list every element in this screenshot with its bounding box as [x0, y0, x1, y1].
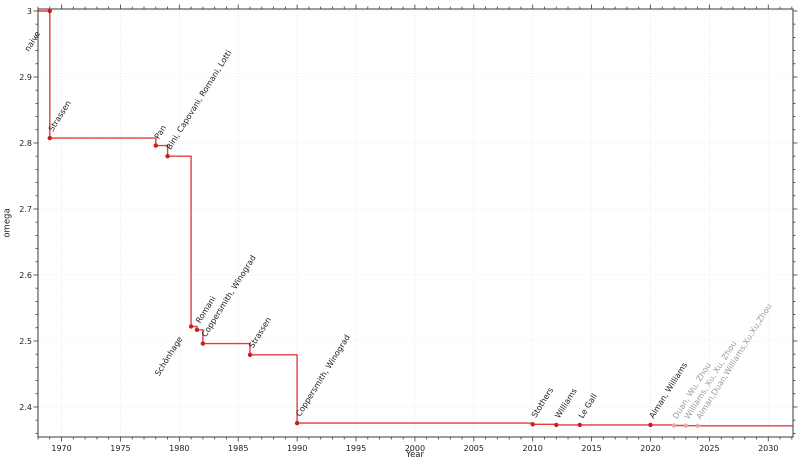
point-label: Coppersmith, Winograd [294, 333, 352, 418]
x-tick-label: 1970 [51, 444, 71, 453]
data-point-marker [648, 422, 653, 428]
y-tick-label: 2.6 [19, 271, 32, 280]
plot-border [37, 8, 794, 438]
point-label: Strassen [247, 316, 273, 350]
y-tick-label: 2.5 [19, 337, 32, 346]
point-label: Strassen [47, 99, 73, 133]
x-tick-label: 1990 [287, 444, 307, 453]
data-point-marker [577, 422, 582, 428]
point-label: Williams [553, 387, 578, 420]
data-point-marker [194, 327, 200, 332]
y-tick-label: 2.9 [19, 73, 32, 82]
x-tick-label: 2025 [699, 444, 719, 453]
data-point-marker [47, 8, 52, 14]
data-point-marker [671, 423, 677, 428]
marker-layer [47, 8, 700, 428]
point-label: naive [23, 30, 42, 53]
point-label: Le Gall [577, 392, 599, 420]
data-point-marker [554, 422, 559, 428]
x-tick-label: 1980 [169, 444, 189, 453]
y-tick-label: 3 [27, 7, 32, 16]
data-point-marker [188, 324, 194, 329]
x-tick-label: 2030 [758, 444, 778, 453]
tick-label-layer: 1970 1975 1980 1985 1990 1995 2000 2005 2010 2015… [19, 7, 778, 453]
data-point-marker [695, 423, 700, 428]
point-label: Pan [153, 124, 168, 141]
x-tick-label: 1995 [346, 444, 366, 453]
data-point-marker [530, 422, 535, 427]
tick-layer [33, 4, 798, 442]
x-tick-label: 1975 [110, 444, 130, 453]
data-point-marker [153, 143, 158, 148]
x-tick-label: 2015 [581, 444, 601, 453]
point-label: Alman,Duan,Williams,Xu,Xu,Zhou [695, 302, 774, 421]
grid-layer [38, 9, 793, 437]
data-point-marker [294, 420, 300, 426]
data-point-marker [247, 352, 253, 357]
y-tick-label: 2.7 [19, 205, 32, 214]
data-point-marker [200, 341, 206, 346]
x-tick-label: 1985 [228, 444, 248, 453]
data-point-marker [683, 423, 688, 428]
x-tick-label: 2000 [405, 444, 425, 453]
point-label: Stothers [530, 386, 555, 419]
data-point-marker [47, 135, 52, 141]
y-tick-label: 2.4 [19, 403, 32, 412]
x-tick-label: 2010 [523, 444, 543, 453]
y-axis-title: omega [3, 208, 13, 237]
x-tick-label: 2020 [640, 444, 660, 453]
data-point-marker [165, 154, 170, 159]
point-label: Williams, Xu, Xu, Zhou [683, 339, 739, 420]
y-tick-label: 2.8 [19, 139, 32, 148]
x-axis-title: Year [405, 450, 425, 460]
x-tick-label: 2005 [464, 444, 484, 453]
point-label: Bini, Capovani, Romani, Lotti [165, 49, 234, 152]
